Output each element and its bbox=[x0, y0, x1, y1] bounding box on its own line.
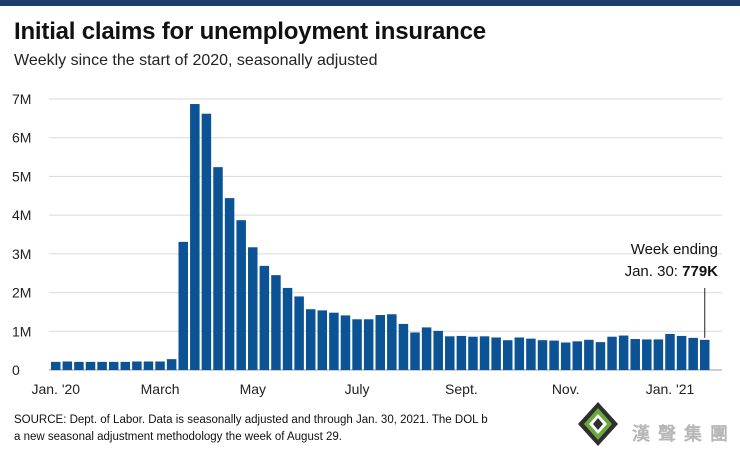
bar bbox=[166, 359, 177, 370]
annotation-line-1: Week ending bbox=[631, 241, 718, 258]
watermark-text: 漢聲集團 bbox=[632, 424, 736, 444]
bar bbox=[387, 314, 397, 370]
bar bbox=[108, 361, 119, 370]
y-tick-label: 3M bbox=[12, 246, 31, 262]
bar bbox=[294, 296, 304, 370]
bar bbox=[132, 361, 142, 370]
x-tick-label: Jan. '20 bbox=[31, 381, 80, 397]
bar bbox=[201, 113, 212, 371]
x-tick-label: Nov. bbox=[552, 381, 580, 397]
source-line-1: SOURCE: Dept. of Labor. Data is seasonal… bbox=[14, 414, 488, 426]
y-tick-label: 4M bbox=[12, 207, 31, 223]
bar bbox=[630, 339, 640, 370]
bar bbox=[352, 319, 362, 370]
bar bbox=[618, 335, 629, 370]
bar bbox=[421, 327, 432, 370]
top-accent-bar bbox=[0, 0, 740, 6]
bar bbox=[282, 287, 293, 370]
bar bbox=[607, 336, 617, 370]
source-line-2: a new seasonal adjustment methodology th… bbox=[14, 431, 342, 443]
bar bbox=[537, 340, 548, 370]
bar bbox=[143, 361, 154, 370]
watermark-logo: 漢聲集團 bbox=[576, 398, 740, 451]
bar bbox=[375, 315, 385, 370]
bar bbox=[676, 335, 687, 370]
bar bbox=[271, 275, 281, 370]
y-tick-label: 2M bbox=[12, 285, 31, 301]
bar bbox=[700, 339, 710, 370]
bar bbox=[259, 265, 270, 370]
bar bbox=[74, 361, 84, 370]
bar bbox=[653, 339, 664, 370]
bar bbox=[340, 315, 351, 370]
bar bbox=[236, 220, 246, 370]
gridlines bbox=[49, 98, 722, 371]
bar bbox=[363, 319, 374, 370]
annotation: Week ending Jan. 30: 779K bbox=[625, 241, 719, 338]
bar bbox=[329, 312, 339, 370]
y-tick-label: 0 bbox=[12, 362, 20, 378]
bar bbox=[398, 323, 409, 370]
bar bbox=[317, 310, 328, 370]
y-tick-label: 1M bbox=[12, 323, 31, 339]
bar-chart: 0 1M 2M 3M 4M 5M 6M 7M Jan. '20 March May July Sept… bbox=[12, 91, 722, 397]
bar bbox=[560, 342, 571, 370]
x-tick-label: Jan. '21 bbox=[646, 381, 695, 397]
bar bbox=[445, 336, 455, 370]
y-tick-label: 6M bbox=[12, 130, 31, 146]
x-tick-label: May bbox=[240, 381, 266, 397]
bar bbox=[62, 361, 73, 370]
x-tick-label: Sept. bbox=[445, 381, 478, 397]
chart-title: Initial claims for unemployment insuranc… bbox=[14, 18, 486, 45]
bar bbox=[305, 309, 316, 370]
bar bbox=[491, 337, 501, 370]
bar bbox=[248, 247, 258, 370]
bar bbox=[155, 361, 165, 370]
bar bbox=[479, 336, 490, 370]
y-tick-label: 5M bbox=[12, 168, 31, 184]
watermark-diamond-icon bbox=[578, 402, 618, 446]
bar bbox=[433, 330, 443, 370]
bar bbox=[584, 339, 594, 370]
x-axis-ticks: Jan. '20 March May July Sept. Nov. Jan. '21 bbox=[31, 381, 694, 397]
chart-subtitle: Weekly since the start of 2020, seasonal… bbox=[14, 52, 378, 69]
bar bbox=[665, 334, 675, 370]
bar bbox=[51, 361, 61, 370]
bar bbox=[178, 241, 188, 370]
bar bbox=[85, 361, 96, 370]
bar bbox=[642, 339, 652, 370]
bar bbox=[595, 342, 606, 370]
bar bbox=[410, 332, 420, 370]
annotation-line-2: Jan. 30: 779K bbox=[625, 263, 719, 280]
source-note: SOURCE: Dept. of Labor. Data is seasonal… bbox=[14, 412, 574, 446]
y-tick-label: 7M bbox=[12, 91, 31, 107]
bar bbox=[526, 338, 536, 370]
bar bbox=[572, 341, 583, 370]
bar bbox=[97, 361, 107, 370]
bars bbox=[51, 104, 710, 371]
bar bbox=[514, 337, 525, 370]
bar bbox=[688, 337, 698, 370]
bar bbox=[456, 335, 467, 370]
bar bbox=[468, 336, 478, 370]
x-tick-label: July bbox=[345, 381, 370, 397]
bar bbox=[549, 340, 559, 370]
bar bbox=[502, 340, 513, 370]
bar bbox=[120, 361, 131, 370]
bar bbox=[224, 198, 235, 370]
bar bbox=[213, 167, 223, 370]
y-axis-ticks: 0 1M 2M 3M 4M 5M 6M 7M bbox=[12, 91, 31, 378]
bar bbox=[190, 104, 200, 370]
x-tick-label: March bbox=[141, 381, 180, 397]
